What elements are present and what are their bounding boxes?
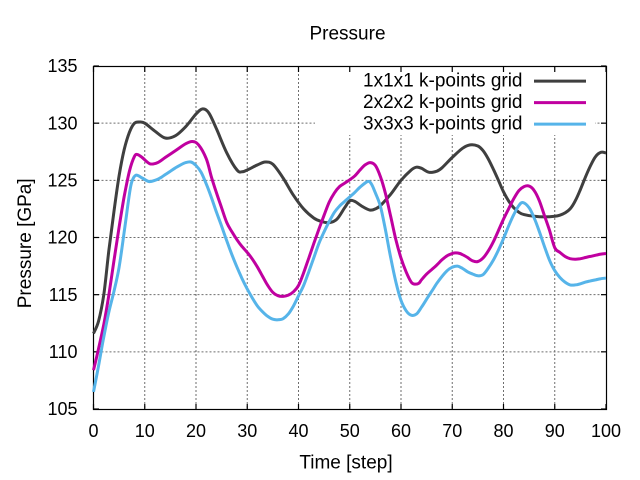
svg-text:130: 130 [47, 113, 77, 133]
svg-text:90: 90 [545, 421, 565, 441]
svg-text:2x2x2 k-points grid: 2x2x2 k-points grid [363, 92, 522, 113]
svg-text:Pressure: Pressure [309, 24, 385, 45]
svg-text:120: 120 [47, 228, 77, 248]
svg-text:Time [step]: Time [step] [299, 453, 392, 474]
svg-text:135: 135 [47, 56, 77, 76]
svg-text:110: 110 [49, 342, 78, 362]
svg-text:60: 60 [391, 421, 411, 441]
svg-text:125: 125 [47, 171, 77, 191]
svg-text:50: 50 [340, 421, 360, 441]
svg-text:100: 100 [591, 421, 621, 441]
svg-text:105: 105 [47, 399, 77, 419]
svg-text:1x1x1 k-points grid: 1x1x1 k-points grid [363, 70, 522, 91]
svg-text:3x3x3 k-points grid: 3x3x3 k-points grid [363, 113, 522, 134]
svg-text:10: 10 [135, 421, 155, 441]
svg-text:30: 30 [237, 421, 257, 441]
svg-text:0: 0 [88, 421, 98, 441]
svg-text:115: 115 [49, 285, 78, 305]
svg-text:40: 40 [288, 421, 308, 441]
svg-text:80: 80 [493, 421, 513, 441]
svg-text:20: 20 [186, 421, 206, 441]
svg-text:Pressure [GPa]: Pressure [GPa] [15, 178, 36, 308]
svg-text:70: 70 [442, 421, 462, 441]
